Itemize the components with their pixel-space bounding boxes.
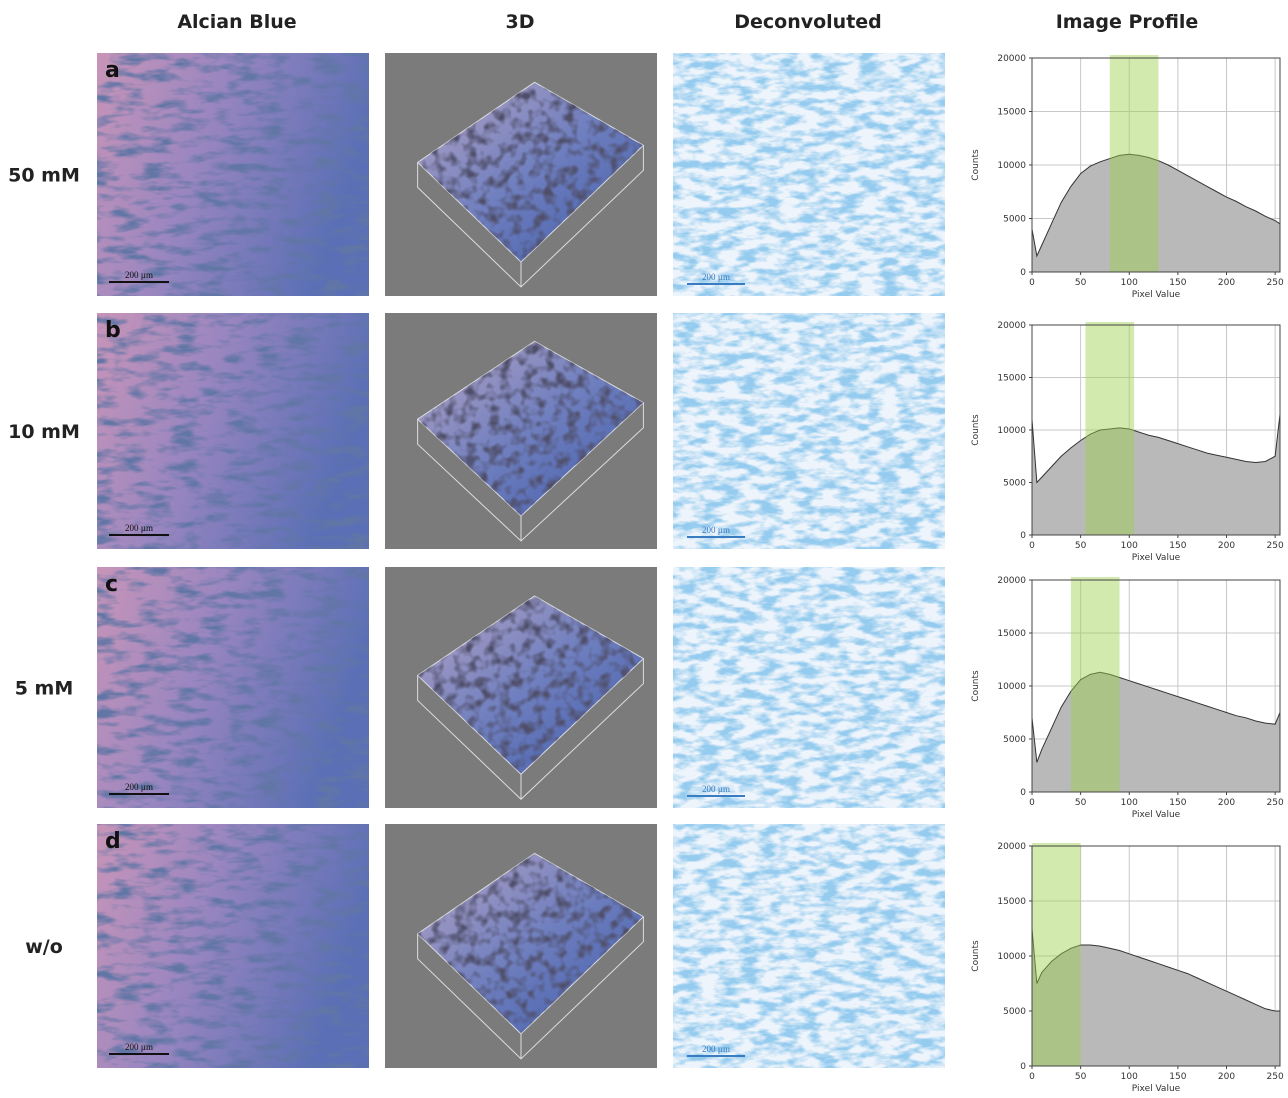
x-tick-label: 200 bbox=[1218, 798, 1235, 808]
panel-letter: d bbox=[105, 829, 121, 854]
x-tick-label: 150 bbox=[1169, 278, 1186, 288]
alcian-texture bbox=[97, 313, 369, 549]
figure: Alcian Blue 3D Deconvoluted Image Profile 50… bbox=[0, 0, 1288, 1098]
y-tick-label: 0 bbox=[1020, 531, 1026, 541]
x-tick-label: 0 bbox=[1029, 278, 1035, 288]
column-header: Image Profile bbox=[1056, 11, 1199, 33]
x-tick-label: 250 bbox=[1267, 278, 1284, 288]
x-tick-label: 100 bbox=[1121, 1072, 1138, 1082]
y-tick-label: 0 bbox=[1020, 1062, 1026, 1072]
x-tick-label: 100 bbox=[1121, 798, 1138, 808]
y-tick-label: 5000 bbox=[1003, 479, 1026, 489]
y-axis-label: Counts bbox=[971, 149, 981, 181]
y-tick-label: 15000 bbox=[997, 108, 1026, 118]
row-label: 50 mM bbox=[8, 165, 80, 187]
y-tick-label: 5000 bbox=[1003, 215, 1026, 225]
y-tick-label: 20000 bbox=[997, 321, 1026, 331]
scale-bar-label: 200 µm bbox=[702, 272, 730, 282]
x-axis-label: Pixel Value bbox=[1132, 1084, 1181, 1094]
x-tick-label: 0 bbox=[1029, 798, 1035, 808]
x-tick-label: 50 bbox=[1075, 1072, 1087, 1082]
scale-bar-label: 200 µm bbox=[125, 782, 153, 792]
x-tick-label: 50 bbox=[1075, 278, 1087, 288]
x-tick-label: 50 bbox=[1075, 541, 1087, 551]
x-tick-label: 200 bbox=[1218, 541, 1235, 551]
y-tick-label: 10000 bbox=[997, 161, 1026, 171]
x-tick-label: 250 bbox=[1267, 798, 1284, 808]
row-label: 5 mM bbox=[15, 678, 74, 700]
x-tick-label: 0 bbox=[1029, 1072, 1035, 1082]
column-header: 3D bbox=[506, 11, 535, 33]
deconvoluted-texture bbox=[673, 567, 945, 808]
alcian-texture bbox=[97, 567, 369, 808]
scale-bar-label: 200 µm bbox=[125, 523, 153, 533]
y-tick-label: 20000 bbox=[997, 842, 1026, 852]
column-header: Alcian Blue bbox=[177, 11, 296, 33]
deconvoluted-texture bbox=[673, 824, 945, 1068]
x-tick-label: 0 bbox=[1029, 541, 1035, 551]
x-tick-label: 250 bbox=[1267, 541, 1284, 551]
y-tick-label: 5000 bbox=[1003, 735, 1026, 745]
x-tick-label: 250 bbox=[1267, 1072, 1284, 1082]
x-tick-label: 200 bbox=[1218, 278, 1235, 288]
y-tick-label: 10000 bbox=[997, 952, 1026, 962]
highlight-band bbox=[1032, 843, 1081, 1066]
x-tick-label: 150 bbox=[1169, 1072, 1186, 1082]
scale-bar-label: 200 µm bbox=[702, 525, 730, 535]
x-axis-label: Pixel Value bbox=[1132, 810, 1181, 820]
x-tick-label: 100 bbox=[1121, 541, 1138, 551]
x-tick-label: 200 bbox=[1218, 1072, 1235, 1082]
y-tick-label: 20000 bbox=[997, 576, 1026, 586]
y-tick-label: 10000 bbox=[997, 426, 1026, 436]
y-tick-label: 0 bbox=[1020, 788, 1026, 798]
y-tick-label: 5000 bbox=[1003, 1007, 1026, 1017]
column-header: Deconvoluted bbox=[734, 11, 882, 33]
highlight-band bbox=[1085, 322, 1134, 535]
y-tick-label: 15000 bbox=[997, 897, 1026, 907]
y-axis-label: Counts bbox=[971, 670, 981, 702]
highlight-band bbox=[1071, 577, 1120, 792]
x-axis-label: Pixel Value bbox=[1132, 290, 1181, 300]
alcian-texture bbox=[97, 53, 369, 296]
alcian-texture bbox=[97, 824, 369, 1068]
y-axis-label: Counts bbox=[971, 940, 981, 972]
scale-bar-label: 200 µm bbox=[125, 1042, 153, 1052]
y-tick-label: 0 bbox=[1020, 268, 1026, 278]
panel-letter: a bbox=[105, 58, 120, 83]
scale-bar-label: 200 µm bbox=[125, 270, 153, 280]
scale-bar-label: 200 µm bbox=[702, 784, 730, 794]
x-tick-label: 150 bbox=[1169, 798, 1186, 808]
y-tick-label: 15000 bbox=[997, 374, 1026, 384]
scale-bar-label: 200 µm bbox=[702, 1044, 730, 1054]
x-tick-label: 50 bbox=[1075, 798, 1087, 808]
panel-letter: b bbox=[105, 318, 121, 343]
deconvoluted-texture bbox=[673, 313, 945, 549]
x-axis-label: Pixel Value bbox=[1132, 553, 1181, 563]
panel-letter: c bbox=[105, 572, 118, 597]
y-axis-label: Counts bbox=[971, 414, 981, 446]
y-tick-label: 15000 bbox=[997, 629, 1026, 639]
x-tick-label: 100 bbox=[1121, 278, 1138, 288]
deconvoluted-texture bbox=[673, 53, 945, 296]
x-tick-label: 150 bbox=[1169, 541, 1186, 551]
row-label: 10 mM bbox=[8, 421, 80, 443]
row-label: w/o bbox=[25, 936, 63, 958]
highlight-band bbox=[1110, 55, 1159, 272]
y-tick-label: 10000 bbox=[997, 682, 1026, 692]
y-tick-label: 20000 bbox=[997, 54, 1026, 64]
